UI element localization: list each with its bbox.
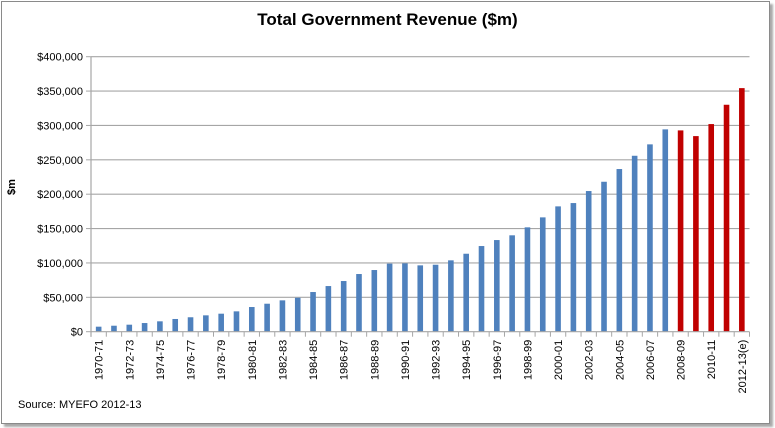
x-tick-label: 1986-87 — [339, 340, 351, 380]
bar-1987-88 — [356, 274, 362, 332]
bar-2005-06 — [631, 155, 638, 332]
bar-1981-82 — [264, 303, 270, 332]
y-tick-label: $200,000 — [37, 189, 83, 201]
x-tick-label: 2008-09 — [676, 340, 688, 380]
bar-2012-13(e) — [739, 88, 745, 332]
bar-1986-87 — [340, 281, 347, 332]
bar-2008-09 — [677, 130, 684, 332]
bar-2009-10 — [693, 136, 699, 332]
gridlines — [86, 56, 750, 333]
bar-1973-74 — [141, 323, 148, 332]
bar-1990-91 — [402, 263, 408, 332]
x-tick-label: 1972-73 — [124, 340, 136, 380]
y-tick-label: $300,000 — [37, 120, 83, 132]
x-tick-label: 2012-13(e) — [737, 340, 749, 394]
bar-1999-00 — [539, 217, 546, 332]
bar-1994-95 — [463, 253, 469, 332]
x-tick-label: 2004-05 — [614, 340, 626, 380]
x-tick-label: 2006-07 — [645, 340, 657, 380]
bar-1972-73 — [126, 324, 133, 332]
y-tick-label: $50,000 — [43, 292, 83, 304]
x-tick-label: 2000-01 — [553, 340, 565, 380]
bar-2000-01 — [555, 206, 561, 332]
x-tick-label: 1990-91 — [400, 340, 412, 380]
x-tick-label: 1984-85 — [308, 340, 320, 380]
bar-2003-04 — [601, 181, 607, 332]
bar-2011-12 — [723, 104, 730, 332]
bar-1979-80 — [233, 311, 240, 332]
bar-1980-81 — [248, 307, 255, 332]
x-tick-label: 2010-11 — [706, 340, 718, 380]
x-tick-label: 1978-79 — [216, 340, 228, 380]
bar-1977-78 — [203, 315, 209, 332]
bar-1978-79 — [218, 313, 224, 332]
bar-2006-07 — [647, 144, 653, 332]
bar-1995-96 — [478, 246, 485, 332]
bar-1997-98 — [509, 235, 515, 332]
x-tick-label: 2002-03 — [584, 340, 596, 380]
bar-1989-90 — [386, 263, 393, 332]
x-tick-label: 1994-95 — [461, 340, 473, 380]
y-tick-label: $150,000 — [37, 224, 83, 236]
source-note: Source: MYEFO 2012-13 — [18, 399, 142, 411]
bar-2010-11 — [708, 124, 715, 332]
y-tick-label: $0 — [71, 327, 83, 339]
x-tick-label: 1988-89 — [369, 340, 381, 380]
bar-1984-85 — [310, 292, 316, 332]
bar-2004-05 — [616, 169, 623, 332]
y-tick-label: $100,000 — [37, 258, 83, 270]
bar-2007-08 — [662, 129, 669, 332]
bar-2001-02 — [570, 203, 577, 332]
axes — [90, 56, 750, 337]
bar-1982-83 — [279, 300, 286, 332]
y-tick-labels: $0 $50,000 $100,000 $150,000 $200,000 $250,00… — [37, 52, 83, 339]
x-tick-label: 1974-75 — [155, 340, 167, 380]
bar-1996-97 — [494, 240, 500, 332]
bar-1976-77 — [187, 317, 194, 332]
y-tick-label: $250,000 — [37, 155, 83, 167]
bar-1991-92 — [417, 265, 424, 332]
x-tick-label: 1996-97 — [492, 340, 504, 380]
bar-1970-71 — [95, 326, 102, 332]
bar-1983-84 — [294, 297, 301, 332]
bar-1971-72 — [111, 325, 117, 332]
bars — [95, 88, 745, 332]
y-tick-label: $400,000 — [37, 52, 83, 64]
bar-2002-03 — [585, 191, 592, 332]
bar-1988-89 — [371, 270, 378, 332]
bar-1992-93 — [432, 264, 439, 332]
x-tick-label: 1998-99 — [522, 340, 534, 380]
bar-1993-94 — [448, 260, 454, 332]
x-tick-labels: 1970-71 1972-73 1974-75 1976-77 1978-79 1980-… — [94, 340, 749, 394]
x-tick-label: 1970-71 — [94, 340, 106, 380]
bar-1974-75 — [157, 321, 163, 332]
y-tick-label: $350,000 — [37, 86, 83, 98]
x-tick-label: 1980-81 — [247, 340, 259, 380]
bar-1985-86 — [325, 286, 332, 332]
bar-1975-76 — [172, 318, 179, 332]
x-tick-label: 1982-83 — [277, 340, 289, 380]
bar-1998-99 — [524, 227, 531, 332]
chart-title: Total Government Revenue ($m) — [257, 10, 518, 29]
x-tick-label: 1992-93 — [431, 340, 443, 380]
x-tick-label: 1976-77 — [186, 340, 198, 380]
